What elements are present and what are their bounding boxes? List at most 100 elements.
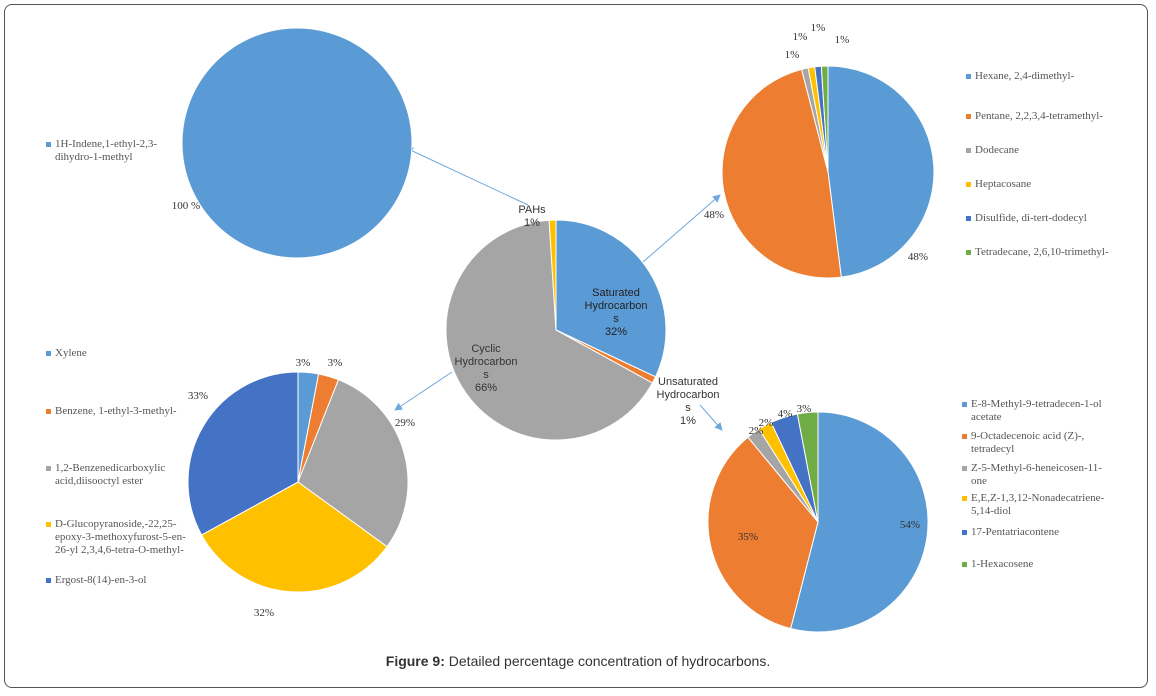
pie-label-center-3: PAHs 1% [518, 204, 546, 229]
legend-swatch [46, 466, 51, 471]
legend-label: E,E,Z-1,3,12-Nonadecatriene-5,14-diol [971, 492, 1105, 517]
pie-label-unsaturated-4: 4% [778, 408, 793, 420]
pie-label-cyclic-0: 3% [296, 357, 311, 369]
pie-slice-center-0 [555, 219, 667, 378]
pie-label-center-1: Unsaturated Hydrocarbon s 1% [657, 376, 720, 427]
legend-item: 1,2-Benzenedicarboxylic acid,diisooctyl … [46, 462, 186, 488]
pie-label-saturated-0: 48% [908, 251, 928, 263]
pie-slice-cyclic-4 [187, 371, 299, 536]
legend-label: D-Glucopyranoside,-22,25-epoxy-3-methoxy… [55, 518, 186, 556]
legend-label: 17-Pentatriacontene [971, 526, 1059, 538]
legend-swatch [962, 496, 967, 501]
legend-label: Disulfide, di-tert-dodecyl [975, 212, 1087, 224]
legend-item: Hexane, 2,4-dimethyl- [966, 70, 1116, 83]
legend-item: Xylene [46, 347, 186, 360]
pie-label-saturated-5: 1% [835, 34, 850, 46]
legend-label: Ergost-8(14)-en-3-ol [55, 574, 147, 586]
legend-label: 1H-Indene,1-ethyl-2,3-dihydro-1-methyl [55, 138, 158, 163]
legend-swatch [962, 466, 967, 471]
pie-slice-unsaturated-0 [790, 411, 929, 633]
caption-label: Figure 9: [385, 653, 445, 669]
legend-item: Benzene, 1-ethyl-3-methyl- [46, 405, 186, 418]
legend-swatch [962, 434, 967, 439]
legend-label: 1,2-Benzenedicarboxylic acid,diisooctyl … [55, 462, 166, 487]
pie-slice-cyclic-3 [200, 481, 388, 593]
pie-slice-center-2 [445, 219, 654, 441]
pie-slice-center-3 [548, 219, 557, 331]
legend-swatch [966, 182, 971, 187]
legend-item: 1-Hexacosene [962, 558, 1112, 571]
pie-label-saturated-2: 1% [785, 49, 800, 61]
pie-label-saturated-4: 1% [811, 22, 826, 34]
pie-label-cyclic-2: 29% [395, 417, 415, 429]
legend-item: 17-Pentatriacontene [962, 526, 1112, 539]
legend-item: Z-5-Methyl-6-heneicosen-11-one [962, 462, 1112, 488]
legend-label: Dodecane [975, 144, 1019, 156]
legend-swatch [966, 148, 971, 153]
pie-charts [181, 27, 935, 633]
connector-arrow-1 [642, 194, 721, 263]
pie-slice-cyclic-2 [297, 379, 409, 548]
legend-item: E-8-Methyl-9-tetradecen-1-ol acetate [962, 398, 1112, 424]
pie-label-pahs-0: 100 % [172, 200, 200, 212]
pie-label-unsaturated-5: 3% [797, 403, 812, 415]
legend-label: 1-Hexacosene [971, 558, 1034, 570]
legend-label: Hexane, 2,4-dimethyl- [975, 70, 1075, 82]
legend-swatch [46, 578, 51, 583]
legend-item: E,E,Z-1,3,12-Nonadecatriene-5,14-diol [962, 492, 1112, 518]
legend-item: Pentane, 2,2,3,4-tetramethyl- [966, 110, 1116, 123]
connector-arrow-3 [699, 404, 723, 431]
connector-arrow-2 [394, 371, 453, 411]
legend-item: Heptacosane [966, 178, 1116, 191]
legend-item: Dodecane [966, 144, 1116, 157]
pie-slice-unsaturated-1 [707, 436, 819, 630]
pie-slice-saturated-5 [820, 65, 829, 173]
pie-label-unsaturated-1: 35% [738, 531, 758, 543]
pie-slice-pahs-0 [181, 27, 413, 259]
legend-swatch [966, 114, 971, 119]
legend-item: 9-Octadecenoic acid (Z)-, tetradecyl [962, 430, 1112, 456]
legend-swatch [966, 250, 971, 255]
pie-slice-saturated-1 [721, 68, 842, 279]
pie-connectors [394, 147, 723, 431]
pie-slice-saturated-0 [827, 65, 935, 278]
legend-label: Pentane, 2,2,3,4-tetramethyl- [975, 110, 1103, 122]
legend-item: D-Glucopyranoside,-22,25-epoxy-3-methoxy… [46, 518, 186, 557]
legend-label: E-8-Methyl-9-tetradecen-1-ol acetate [971, 398, 1102, 423]
pie-label-saturated-1: 48% [704, 209, 724, 221]
pie-label-unsaturated-2: 2% [749, 425, 764, 437]
legend-label: Heptacosane [975, 178, 1032, 190]
legend-swatch [962, 402, 967, 407]
pie-label-cyclic-3: 32% [254, 607, 274, 619]
legend-item: Disulfide, di-tert-dodecyl [966, 212, 1116, 225]
pie-label-unsaturated-0: 54% [900, 519, 920, 531]
pie-label-cyclic-1: 3% [328, 357, 343, 369]
legend-swatch [966, 216, 971, 221]
legend-swatch [46, 522, 51, 527]
pie-label-unsaturated-3: 2% [759, 417, 774, 429]
legend-item: 1H-Indene,1-ethyl-2,3-dihydro-1-methyl [46, 138, 186, 164]
pie-label-center-0: Saturated Hydrocarbon s 32% [585, 287, 648, 338]
legend-swatch [46, 142, 51, 147]
pie-label-saturated-3: 1% [793, 31, 808, 43]
legend-swatch [962, 530, 967, 535]
pie-label-cyclic-4: 33% [188, 390, 208, 402]
legend-label: Benzene, 1-ethyl-3-methyl- [55, 405, 177, 417]
legend-swatch [46, 409, 51, 414]
legend-label: Z-5-Methyl-6-heneicosen-11-one [971, 462, 1102, 487]
figure-caption: Figure 9: Detailed percentage concentrat… [0, 653, 1156, 669]
pie-labels: Saturated Hydrocarbon s 32%Unsaturated Hydro… [172, 22, 928, 619]
pie-slice-unsaturated-5 [796, 411, 819, 523]
legend-label: Xylene [55, 347, 87, 359]
legend-swatch [966, 74, 971, 79]
legend-item: Ergost-8(14)-en-3-ol [46, 574, 186, 587]
legend-label: 9-Octadecenoic acid (Z)-, tetradecyl [971, 430, 1085, 455]
pie-label-center-2: Cyclic Hydrocarbon s 66% [455, 343, 518, 394]
legend-swatch [962, 562, 967, 567]
connector-arrow-0 [405, 147, 529, 206]
caption-text: Detailed percentage concentration of hyd… [444, 653, 771, 669]
figure-frame [4, 4, 1148, 688]
legend-swatch [46, 351, 51, 356]
legend-item: Tetradecane, 2,6,10-trimethyl- [966, 246, 1116, 259]
